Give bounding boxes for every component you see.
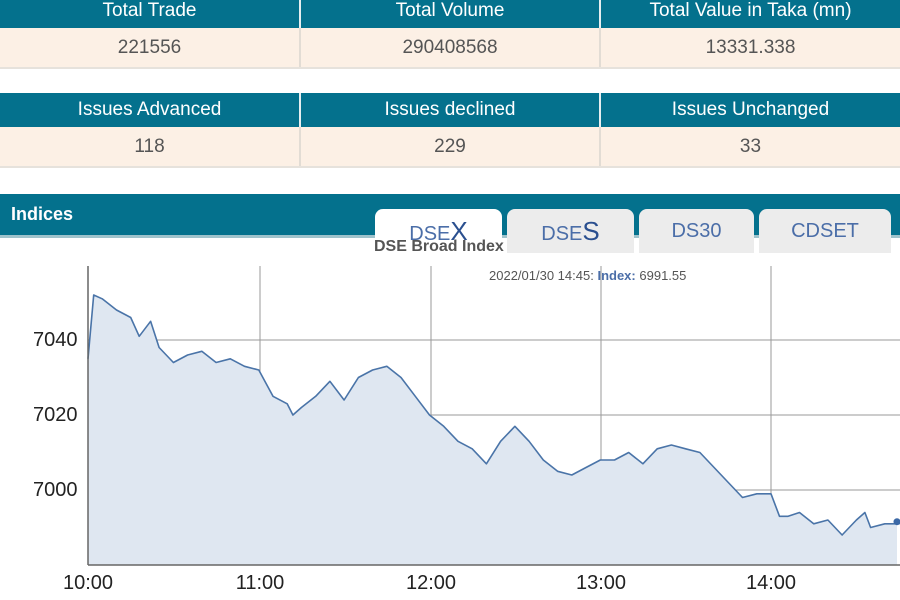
- value-total-value: 13331.338: [599, 28, 900, 69]
- tab-dsex[interactable]: DSEX: [375, 209, 502, 253]
- tab-dses[interactable]: DSES: [507, 209, 634, 253]
- tooltip-label: Index:: [597, 268, 636, 283]
- value-total-trade: 221556: [0, 28, 300, 69]
- chart-area-fill: [88, 295, 900, 565]
- x-tick-1100: 11:00: [235, 572, 285, 594]
- value-issues-advanced: 118: [0, 127, 300, 168]
- chart-title: DSE Broad Index: [374, 238, 504, 255]
- tooltip-value: 6991.55: [639, 268, 687, 283]
- x-tick-1400: 14:00: [745, 572, 797, 594]
- tab-dsex-suffix: X: [450, 216, 468, 246]
- header-total-volume: Total Volume: [299, 0, 600, 28]
- x-tick-1300: 13:00: [575, 572, 627, 594]
- header-issues-unchanged: Issues Unchanged: [599, 93, 900, 127]
- chart-line: [87, 294, 900, 536]
- y-tick-7020: 7020: [33, 404, 78, 426]
- value-issues-declined: 229: [299, 127, 600, 168]
- tab-ds30[interactable]: DS30: [639, 209, 754, 253]
- value-issues-unchanged: 33: [599, 127, 900, 168]
- header-total-value: Total Value in Taka (mn): [599, 0, 900, 28]
- header-total-trade: Total Trade: [0, 0, 300, 28]
- chart-tooltip: 2022/01/30 14:45: Index: 6991.55: [489, 268, 686, 283]
- value-total-volume: 290408568: [299, 28, 600, 69]
- tab-dses-prefix: DSE: [541, 223, 583, 245]
- header-issues-advanced: Issues Advanced: [0, 93, 300, 127]
- issues-summary-table: Issues Advanced Issues declined Issues U…: [0, 93, 900, 168]
- x-tick-1200: 12:00: [405, 572, 457, 594]
- market-summary-table: Total Trade Total Volume Total Value in …: [0, 0, 900, 69]
- y-tick-7000: 7000: [33, 479, 78, 501]
- chart-axes: [87, 266, 900, 566]
- last-point-marker[interactable]: [893, 518, 900, 526]
- tab-dsex-prefix: DSE: [409, 223, 451, 245]
- x-tick-1000: 10:00: [62, 572, 114, 594]
- tab-dses-suffix: S: [582, 216, 600, 246]
- header-issues-declined: Issues declined: [299, 93, 600, 127]
- tooltip-datetime: 2022/01/30 14:45:: [489, 268, 594, 283]
- indices-title: Indices: [11, 204, 74, 224]
- tab-cdset[interactable]: CDSET: [759, 209, 891, 253]
- y-tick-7040: 7040: [33, 329, 78, 351]
